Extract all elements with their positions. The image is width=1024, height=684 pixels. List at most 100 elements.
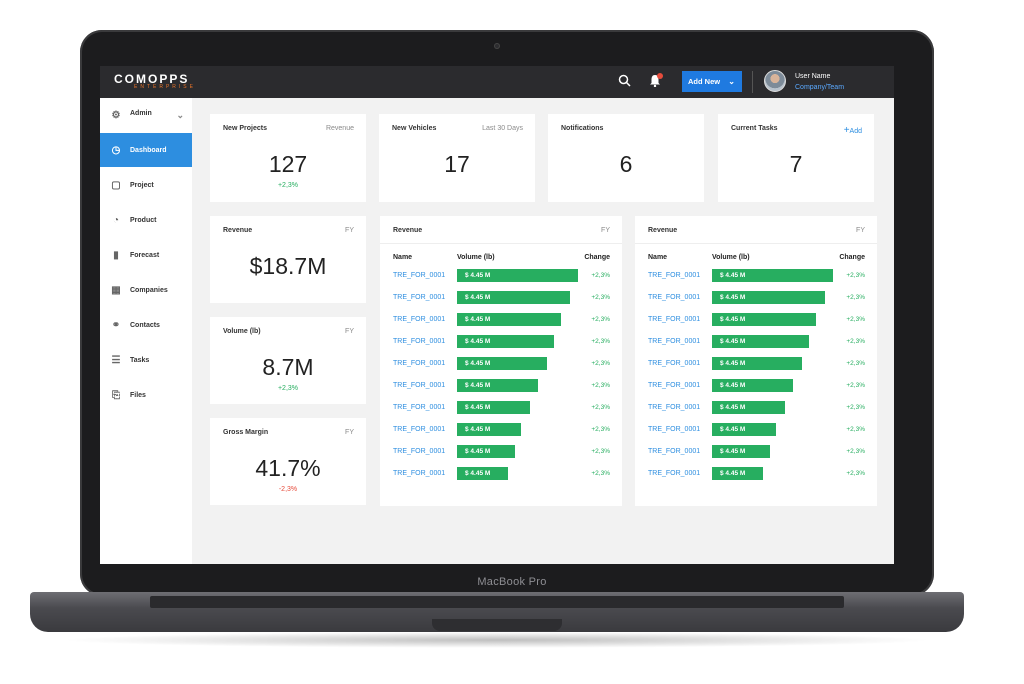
table-row[interactable]: TRE_FOR_0001 $ 4.45 M +2,3% xyxy=(380,291,622,305)
row-name-link[interactable]: TRE_FOR_0001 xyxy=(648,360,701,367)
card-filter[interactable]: Last 30 Days xyxy=(482,125,523,132)
sidebar-item-dashboard[interactable]: ◷ Dashboard xyxy=(100,133,192,167)
kpi-delta: +2,3% xyxy=(277,182,299,189)
avatar[interactable] xyxy=(764,70,786,92)
row-name-link[interactable]: TRE_FOR_0001 xyxy=(648,294,701,301)
row-name-link[interactable]: TRE_FOR_0001 xyxy=(393,294,446,301)
add-task-button[interactable]: +Add xyxy=(844,125,862,136)
row-name-link[interactable]: TRE_FOR_0001 xyxy=(393,338,446,345)
row-name-link[interactable]: TRE_FOR_0001 xyxy=(393,272,446,279)
revenue-table: Revenue FY Name Volume (lb) Change TRE_F… xyxy=(635,216,877,506)
card-title: Revenue xyxy=(393,227,423,234)
row-name-link[interactable]: TRE_FOR_0001 xyxy=(648,272,701,279)
row-name-link[interactable]: TRE_FOR_0001 xyxy=(648,426,701,433)
row-change: +2,3% xyxy=(591,426,610,433)
row-change: +2,3% xyxy=(591,470,610,477)
volume-bar: $ 4.45 M xyxy=(457,467,508,480)
card-filter[interactable]: FY xyxy=(345,328,354,335)
table-row[interactable]: TRE_FOR_0001 $ 4.45 M +2,3% xyxy=(380,379,622,393)
row-name-link[interactable]: TRE_FOR_0001 xyxy=(648,338,701,345)
column-header-volume[interactable]: Volume (lb) xyxy=(457,254,495,261)
table-row[interactable]: TRE_FOR_0001 $ 4.45 M +2,3% xyxy=(380,423,622,437)
laptop-shadow xyxy=(60,632,934,648)
kpi-card-notifications: Notifications 6 xyxy=(548,114,704,202)
row-name-link[interactable]: TRE_FOR_0001 xyxy=(648,470,701,477)
volume-bar: $ 4.45 M xyxy=(712,357,802,370)
table-row[interactable]: TRE_FOR_0001 $ 4.45 M +2,3% xyxy=(635,335,877,349)
row-change: +2,3% xyxy=(846,382,865,389)
add-label: Add xyxy=(849,128,862,135)
chevron-down-icon[interactable]: ⌄ xyxy=(176,110,184,120)
column-header-change[interactable]: Change xyxy=(839,254,865,261)
table-row[interactable]: TRE_FOR_0001 $ 4.45 M +2,3% xyxy=(380,401,622,415)
topbar-divider xyxy=(752,71,753,93)
table-row[interactable]: TRE_FOR_0001 $ 4.45 M +2,3% xyxy=(380,313,622,327)
kpi-value: 41.7% xyxy=(255,455,321,481)
row-name-link[interactable]: TRE_FOR_0001 xyxy=(648,404,701,411)
card-title: Revenue xyxy=(223,227,253,234)
row-name-link[interactable]: TRE_FOR_0001 xyxy=(393,470,446,477)
card-filter[interactable]: FY xyxy=(601,227,610,234)
card-filter[interactable]: Revenue xyxy=(325,125,354,132)
sidebar-item-project[interactable]: ▢ Project xyxy=(100,168,192,202)
add-new-button[interactable]: Add New ⌄ xyxy=(682,71,742,92)
table-row[interactable]: TRE_FOR_0001 $ 4.45 M +2,3% xyxy=(635,445,877,459)
column-header-name[interactable]: Name xyxy=(648,254,668,261)
table-row[interactable]: TRE_FOR_0001 $ 4.45 M +2,3% xyxy=(635,269,877,283)
row-name-link[interactable]: TRE_FOR_0001 xyxy=(648,316,701,323)
sidebar-item-files[interactable]: ⎘ Files xyxy=(100,378,192,412)
column-header-change[interactable]: Change xyxy=(584,254,610,261)
row-change: +2,3% xyxy=(591,404,610,411)
column-header-name[interactable]: Name xyxy=(393,254,413,261)
kpi-card-volume: Volume (lb) FY 8.7M +2,3% xyxy=(210,317,366,404)
card-filter[interactable]: FY xyxy=(345,227,354,234)
row-name-link[interactable]: TRE_FOR_0001 xyxy=(393,404,446,411)
kpi-card-new-vehicles: New Vehicles Last 30 Days 17 xyxy=(379,114,535,202)
search-icon[interactable] xyxy=(618,74,631,90)
sidebar-item-companies[interactable]: ▦ Companies xyxy=(100,273,192,307)
top-bar: COMOPPS ENTERPRISE Add New ⌄ User Name C… xyxy=(100,66,894,98)
table-row[interactable]: TRE_FOR_0001 $ 4.45 M +2,3% xyxy=(635,379,877,393)
table-row[interactable]: TRE_FOR_0001 $ 4.45 M +2,3% xyxy=(380,269,622,283)
table-row[interactable]: TRE_FOR_0001 $ 4.45 M +2,3% xyxy=(635,313,877,327)
row-name-link[interactable]: TRE_FOR_0001 xyxy=(393,426,446,433)
sidebar-item-product[interactable]: ◔ Product xyxy=(100,203,192,237)
revenue-table: Revenue FY Name Volume (lb) Change TRE_F… xyxy=(380,216,622,506)
volume-bar: $ 4.45 M xyxy=(457,313,561,326)
model-label: MacBook Pro xyxy=(477,576,547,588)
volume-bar: $ 4.45 M xyxy=(712,423,776,436)
table-row[interactable]: TRE_FOR_0001 $ 4.45 M +2,3% xyxy=(635,291,877,305)
row-name-link[interactable]: TRE_FOR_0001 xyxy=(393,360,446,367)
row-name-link[interactable]: TRE_FOR_0001 xyxy=(393,382,446,389)
table-row[interactable]: TRE_FOR_0001 $ 4.45 M +2,3% xyxy=(380,445,622,459)
sidebar-item-forecast[interactable]: ▮ Forecast xyxy=(100,238,192,272)
pie-icon: ◔ xyxy=(112,215,120,226)
table-row[interactable]: TRE_FOR_0001 $ 4.45 M +2,3% xyxy=(380,335,622,349)
row-name-link[interactable]: TRE_FOR_0001 xyxy=(393,316,446,323)
row-name-link[interactable]: TRE_FOR_0001 xyxy=(393,448,446,455)
user-name[interactable]: User Name xyxy=(795,73,831,80)
table-row[interactable]: TRE_FOR_0001 $ 4.45 M +2,3% xyxy=(635,423,877,437)
user-team[interactable]: Company/Team xyxy=(795,84,845,91)
table-row[interactable]: TRE_FOR_0001 $ 4.45 M +2,3% xyxy=(635,357,877,371)
table-row[interactable]: TRE_FOR_0001 $ 4.45 M +2,3% xyxy=(380,467,622,481)
table-row[interactable]: TRE_FOR_0001 $ 4.45 M +2,3% xyxy=(635,401,877,415)
volume-bar: $ 4.45 M xyxy=(712,291,825,304)
card-filter[interactable]: FY xyxy=(856,227,865,234)
table-row[interactable]: TRE_FOR_0001 $ 4.45 M +2,3% xyxy=(635,467,877,481)
kpi-value: 8.7M xyxy=(262,354,314,380)
volume-bar: $ 4.45 M xyxy=(457,401,530,414)
column-header-volume[interactable]: Volume (lb) xyxy=(712,254,750,261)
sidebar-item-contacts[interactable]: ⚭ Contacts xyxy=(100,308,192,342)
card-filter[interactable]: FY xyxy=(345,429,354,436)
row-change: +2,3% xyxy=(846,426,865,433)
sidebar-item-admin[interactable]: ⚙ Admin ⌄ xyxy=(100,98,192,132)
table-row[interactable]: TRE_FOR_0001 $ 4.45 M +2,3% xyxy=(380,357,622,371)
sidebar-item-tasks[interactable]: ☰ Tasks xyxy=(100,343,192,377)
row-change: +2,3% xyxy=(846,448,865,455)
logo: COMOPPS xyxy=(114,72,190,86)
row-name-link[interactable]: TRE_FOR_0001 xyxy=(648,382,701,389)
kpi-card-new-projects: New Projects Revenue 127 +2,3% xyxy=(210,114,366,202)
card-title: Current Tasks xyxy=(731,125,778,132)
row-name-link[interactable]: TRE_FOR_0001 xyxy=(648,448,701,455)
